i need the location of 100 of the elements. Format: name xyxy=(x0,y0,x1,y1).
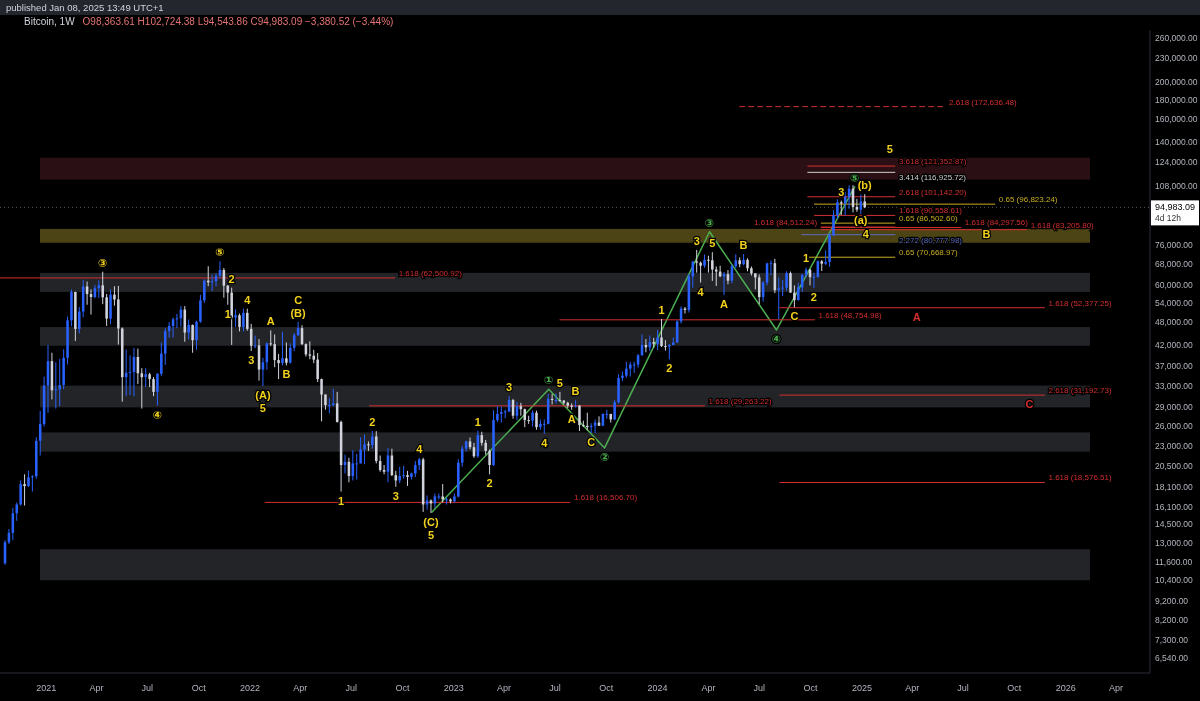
y-tick-label: 54,000.00 xyxy=(1155,297,1194,308)
y-tick-label: 16,100.00 xyxy=(1155,501,1194,512)
annotation: A xyxy=(912,310,921,323)
annotation: 3 xyxy=(838,185,845,198)
series-label: 3.414 (116,925.72) xyxy=(898,173,967,183)
series-label: 2.618 (172,636.48) xyxy=(949,97,1018,107)
x-tick-label: Apr xyxy=(701,683,716,693)
series-label: 1.618 (84,512.24) xyxy=(754,218,818,228)
y-tick-label: 42,000.00 xyxy=(1155,339,1194,350)
x-tick-label: Jul xyxy=(753,683,765,693)
y-tick-label: 160,000.00 xyxy=(1155,114,1198,125)
y-tick-label: 60,000.00 xyxy=(1155,279,1194,290)
x-tick-label: Apr xyxy=(1108,683,1123,693)
x-tick-label: Oct xyxy=(191,683,207,693)
series-label: 1.618 (16,506.70) xyxy=(573,493,638,503)
x-tick-label: 2023 xyxy=(443,683,464,693)
y-tick-label: 26,000.00 xyxy=(1155,420,1194,431)
y-tick-label: 124,000.00 xyxy=(1155,157,1198,168)
annotation: C xyxy=(587,436,596,449)
annotation: B xyxy=(571,385,580,398)
y-tick-label: 180,000.00 xyxy=(1155,94,1198,105)
x-tick-label: 2021 xyxy=(36,683,57,693)
annotation: B xyxy=(739,239,748,252)
annotation: 4 xyxy=(416,442,424,455)
x-tick-label: Jul xyxy=(549,683,561,693)
x-tick-label: Jul xyxy=(141,683,154,693)
y-tick-label: 6,540.00 xyxy=(1155,653,1189,664)
annotation: 5 xyxy=(259,402,266,415)
y-tick-label: 260,000.00 xyxy=(1155,32,1198,43)
y-tick-label: 33,000.00 xyxy=(1155,380,1194,391)
annotation: B xyxy=(982,227,991,240)
annotation: 5 xyxy=(556,376,563,389)
series-label: 2.272 (80,777.98) xyxy=(898,235,963,245)
y-tick-label: 140,000.00 xyxy=(1155,136,1198,147)
y-tick-label: 48,000.00 xyxy=(1155,317,1194,328)
annotation: ⑤ xyxy=(215,246,225,259)
text: 4d 12h xyxy=(1155,213,1182,224)
annotation: 3 xyxy=(248,354,255,367)
y-tick-label: 14,500.00 xyxy=(1155,519,1194,530)
annotation: 1 xyxy=(474,415,481,428)
annotation: 5 xyxy=(427,529,435,541)
series-label: 1.618 (83,205.80) xyxy=(1030,220,1095,230)
annotation: (A) xyxy=(255,389,271,402)
x-tick-label: Apr xyxy=(293,683,308,693)
annotation: (b) xyxy=(857,179,873,192)
series-label: 3.618 (121,352.87) xyxy=(898,157,967,167)
series-label: 0.65 (70,668.97) xyxy=(898,248,958,258)
annotation: 3 xyxy=(693,234,700,247)
y-tick-label: 13,000.00 xyxy=(1155,537,1194,548)
annotation: A xyxy=(266,315,275,328)
annotation: 5 xyxy=(886,142,893,155)
y-tick-label: 76,000.00 xyxy=(1155,239,1194,250)
y-tick-label: 10,400.00 xyxy=(1155,575,1194,586)
annotation: 1 xyxy=(658,303,665,316)
x-tick-label: 2024 xyxy=(647,683,668,693)
annotation: ① xyxy=(544,374,554,387)
annotation: ④ xyxy=(771,332,782,345)
series-label: 1.618 (29,263.22) xyxy=(708,396,773,406)
annotation: ③ xyxy=(704,216,715,229)
y-tick-label: 7,300.00 xyxy=(1155,634,1189,645)
x-tick-label: Oct xyxy=(803,683,819,693)
series-label: 2.618 (101,142.20) xyxy=(898,187,967,197)
annotation: ④ xyxy=(152,408,163,421)
x-tick-label: Oct xyxy=(599,683,614,693)
annotation: 2 xyxy=(810,290,817,303)
y-tick-label: 20,500.00 xyxy=(1155,460,1194,471)
annotation: ② xyxy=(599,450,610,463)
annotation: 1 xyxy=(803,252,810,265)
annotation: 2 xyxy=(666,362,673,375)
annotation: C xyxy=(294,293,303,306)
annotation: A xyxy=(567,412,576,425)
series-label: 0.65 (96,823.24) xyxy=(998,195,1058,205)
series-label: 0.65 (86,502.60) xyxy=(898,214,958,224)
annotation: 2 xyxy=(369,416,376,429)
x-tick-label: 2025 xyxy=(851,683,872,693)
series-label: 1.618 (62,500.92) xyxy=(398,268,463,278)
y-tick-label: 68,000.00 xyxy=(1155,258,1194,269)
annotation: A xyxy=(720,297,729,310)
series-label: 2.618 (31,192.73) xyxy=(1048,386,1112,396)
y-tick-label: 108,000.00 xyxy=(1155,180,1198,191)
series-label: 1.618 (48,754.98) xyxy=(818,310,882,320)
annotation: 2 xyxy=(228,272,235,285)
annotation: 4 xyxy=(244,293,252,306)
ref-line-label: 94,983.09 xyxy=(1155,202,1196,213)
chart-title: Bitcoin, 1W xyxy=(24,16,76,27)
annotation: 1 xyxy=(224,307,231,320)
y-tick-label: 11,600.00 xyxy=(1155,556,1193,567)
y-tick-label: 18,100.00 xyxy=(1155,481,1194,492)
x-tick-label: Apr xyxy=(89,683,104,693)
y-tick-label: 37,000.00 xyxy=(1155,361,1194,372)
y-tick-label: 23,000.00 xyxy=(1155,441,1194,452)
y-tick-label: 29,000.00 xyxy=(1155,402,1194,413)
annotation: 3 xyxy=(506,381,513,394)
x-tick-label: 2026 xyxy=(1055,683,1076,693)
annotation: (C) xyxy=(423,516,439,528)
annotation: ③ xyxy=(98,256,108,269)
series-label: 1.618 (52,377.25) xyxy=(1048,298,1112,308)
y-tick-label: 8,200.00 xyxy=(1155,615,1189,626)
x-tick-label: 2022 xyxy=(240,683,261,693)
x-tick-label: Jul xyxy=(957,683,969,693)
